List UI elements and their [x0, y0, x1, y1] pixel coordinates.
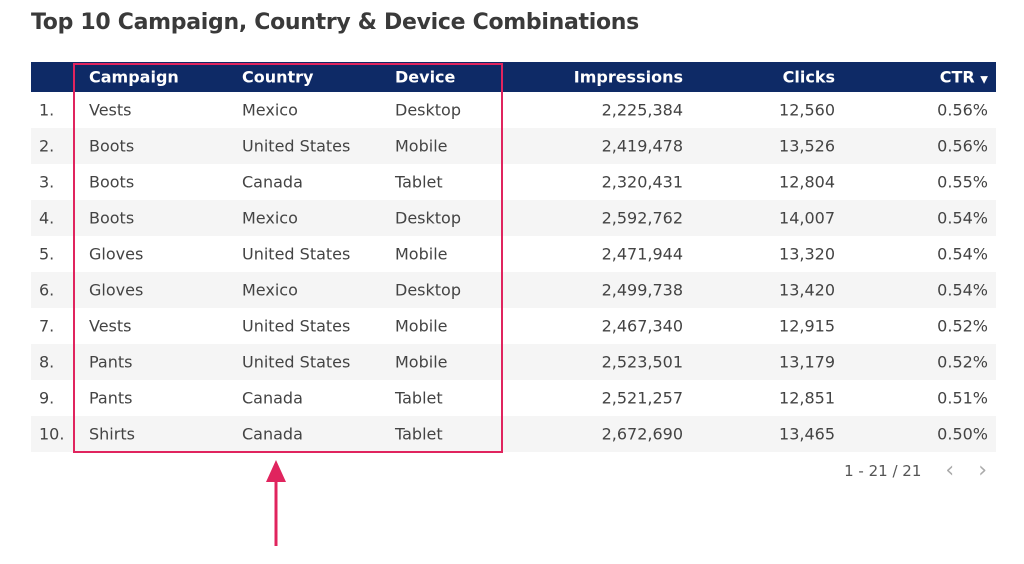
cell-impressions: 2,523,501	[601, 352, 683, 372]
cell-country: United States	[242, 316, 351, 336]
cell-device: Mobile	[395, 352, 448, 372]
header-country[interactable]: Country	[242, 67, 314, 87]
cell-ctr: 0.52%	[937, 352, 988, 372]
cell-device: Desktop	[395, 100, 461, 120]
cell-campaign: Shirts	[89, 424, 135, 444]
table-header: Campaign Country Device Impressions Clic…	[31, 62, 996, 92]
cell-campaign: Vests	[89, 100, 132, 120]
sort-descending-icon: ▼	[980, 74, 988, 86]
data-table: Campaign Country Device Impressions Clic…	[31, 62, 996, 452]
cell-impressions: 2,592,762	[601, 208, 683, 228]
table-row[interactable]: 1. Vests Mexico Desktop 2,225,384 12,560 0.56%	[31, 92, 996, 128]
cell-impressions: 2,467,340	[601, 316, 683, 336]
cell-device: Mobile	[395, 316, 448, 336]
cell-country: Mexico	[242, 100, 298, 120]
cell-idx: 4.	[39, 208, 55, 228]
header-device[interactable]: Device	[395, 67, 456, 87]
cell-campaign: Pants	[89, 388, 133, 408]
cell-impressions: 2,419,478	[601, 136, 683, 156]
cell-country: Canada	[242, 388, 303, 408]
cell-idx: 5.	[39, 244, 55, 264]
page-range: 1 - 21 / 21	[844, 461, 922, 480]
arrow-up-icon	[266, 460, 286, 546]
table-row[interactable]: 4. Boots Mexico Desktop 2,592,762 14,007 0.54%	[31, 200, 996, 236]
next-page-button[interactable]: ›	[978, 458, 987, 483]
table-row[interactable]: 2. Boots United States Mobile 2,419,478 13,52…	[31, 128, 996, 164]
table-row[interactable]: 6. Gloves Mexico Desktop 2,499,738 13,420 0.54…	[31, 272, 996, 308]
table-row[interactable]: 9. Pants Canada Tablet 2,521,257 12,851 0.51%	[31, 380, 996, 416]
cell-country: Canada	[242, 172, 303, 192]
cell-idx: 7.	[39, 316, 55, 336]
table-row[interactable]: 7. Vests United States Mobile 2,467,340 12,91…	[31, 308, 996, 344]
cell-idx: 8.	[39, 352, 55, 372]
cell-clicks: 13,465	[779, 424, 835, 444]
cell-clicks: 14,007	[779, 208, 835, 228]
header-clicks[interactable]: Clicks	[782, 67, 835, 87]
cell-clicks: 12,915	[779, 316, 835, 336]
cell-idx: 1.	[39, 100, 55, 120]
cell-campaign: Gloves	[89, 280, 144, 300]
cell-country: Mexico	[242, 280, 298, 300]
cell-device: Tablet	[395, 172, 443, 192]
cell-country: United States	[242, 244, 351, 264]
cell-campaign: Gloves	[89, 244, 144, 264]
cell-clicks: 13,179	[779, 352, 835, 372]
cell-idx: 6.	[39, 280, 55, 300]
cell-clicks: 12,851	[779, 388, 835, 408]
cell-impressions: 2,225,384	[601, 100, 683, 120]
cell-device: Mobile	[395, 244, 448, 264]
cell-campaign: Pants	[89, 352, 133, 372]
prev-page-button[interactable]: ‹	[945, 458, 955, 483]
cell-campaign: Vests	[89, 316, 132, 336]
cell-campaign: Boots	[89, 208, 135, 228]
cell-ctr: 0.54%	[937, 244, 988, 264]
cell-impressions: 2,320,431	[601, 172, 683, 192]
cell-ctr: 0.50%	[937, 424, 988, 444]
cell-impressions: 2,499,738	[601, 280, 683, 300]
cell-device: Desktop	[395, 208, 461, 228]
cell-impressions: 2,672,690	[601, 424, 683, 444]
cell-clicks: 13,420	[779, 280, 835, 300]
page-title: Top 10 Campaign, Country & Device Combin…	[31, 10, 639, 35]
header-ctr[interactable]: CTR ▼	[939, 67, 988, 87]
cell-idx: 9.	[39, 388, 55, 408]
cell-device: Tablet	[395, 424, 443, 444]
pagination: 1 - 21 / 21 ‹ ›	[844, 458, 987, 483]
cell-idx: 2.	[39, 136, 55, 156]
cell-idx: 10.	[39, 424, 65, 444]
table-row[interactable]: 8. Pants United States Mobile 2,523,501 13,17…	[31, 344, 996, 380]
cell-country: United States	[242, 136, 351, 156]
cell-country: Mexico	[242, 208, 298, 228]
cell-clicks: 12,560	[779, 100, 835, 120]
cell-impressions: 2,521,257	[601, 388, 683, 408]
highlight-box	[73, 63, 503, 453]
table-row[interactable]: 3. Boots Canada Tablet 2,320,431 12,804 0.55%	[31, 164, 996, 200]
cell-device: Tablet	[395, 388, 443, 408]
cell-ctr: 0.54%	[937, 208, 988, 228]
cell-idx: 3.	[39, 172, 55, 192]
cell-clicks: 12,804	[779, 172, 835, 192]
cell-ctr: 0.54%	[937, 280, 988, 300]
cell-clicks: 13,526	[779, 136, 835, 156]
cell-ctr: 0.52%	[937, 316, 988, 336]
cell-clicks: 13,320	[779, 244, 835, 264]
header-campaign[interactable]: Campaign	[89, 67, 179, 87]
cell-device: Desktop	[395, 280, 461, 300]
cell-device: Mobile	[395, 136, 448, 156]
cell-campaign: Boots	[89, 172, 135, 192]
header-impressions[interactable]: Impressions	[573, 67, 683, 87]
cell-campaign: Boots	[89, 136, 135, 156]
table-row[interactable]: 10. Shirts Canada Tablet 2,672,690 13,465 0.50…	[31, 416, 996, 452]
cell-country: Canada	[242, 424, 303, 444]
table-row[interactable]: 5. Gloves United States Mobile 2,471,944 13,3…	[31, 236, 996, 272]
cell-impressions: 2,471,944	[601, 244, 683, 264]
cell-ctr: 0.56%	[937, 136, 988, 156]
cell-ctr: 0.55%	[937, 172, 988, 192]
cell-ctr: 0.51%	[937, 388, 988, 408]
cell-country: United States	[242, 352, 351, 372]
cell-ctr: 0.56%	[937, 100, 988, 120]
